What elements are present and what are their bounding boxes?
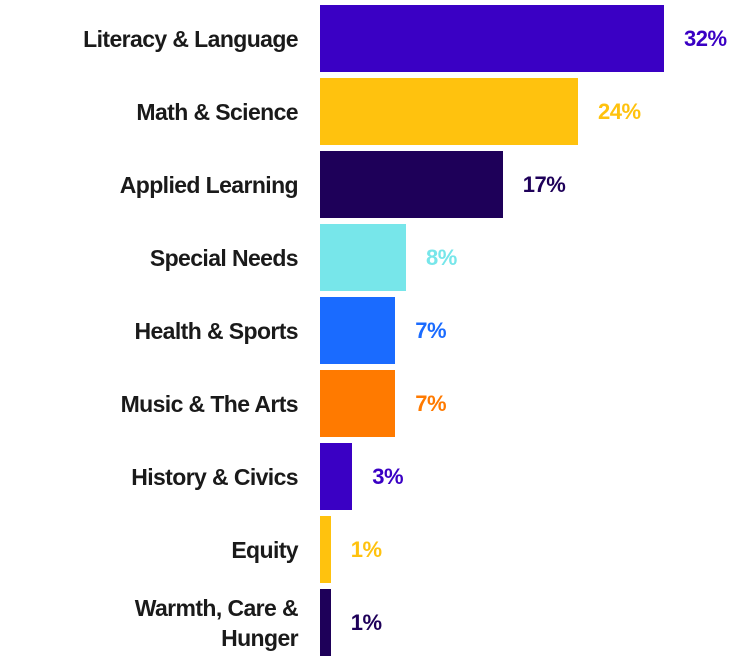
category-label: Warmth, Care & Hunger — [134, 594, 299, 651]
bar — [320, 589, 331, 656]
bar — [320, 151, 503, 218]
value-label: 32% — [684, 25, 727, 51]
category-label: Equity — [231, 536, 298, 563]
value-label: 8% — [426, 244, 457, 270]
category-label: History & Civics — [131, 463, 298, 490]
bar — [320, 443, 353, 510]
category-label: Health & Sports — [134, 317, 298, 344]
bar — [320, 516, 331, 583]
value-label: 17% — [522, 171, 566, 197]
value-label: 1% — [350, 536, 382, 562]
category-label: Applied Learning — [119, 171, 299, 198]
value-label: 1% — [350, 609, 382, 635]
value-label: 7% — [415, 390, 447, 416]
bar — [320, 370, 396, 437]
category-label: Special Needs — [149, 244, 299, 271]
value-label: 3% — [372, 463, 404, 489]
bar — [320, 224, 406, 291]
category-label: Music & The Arts — [120, 390, 299, 417]
bar — [320, 78, 578, 145]
category-label: Math & Science — [136, 98, 298, 125]
bar — [320, 5, 664, 72]
category-label: Literacy & Language — [83, 25, 298, 52]
bar — [320, 297, 396, 364]
value-label: 7% — [415, 317, 447, 343]
value-label: 24% — [598, 98, 641, 124]
